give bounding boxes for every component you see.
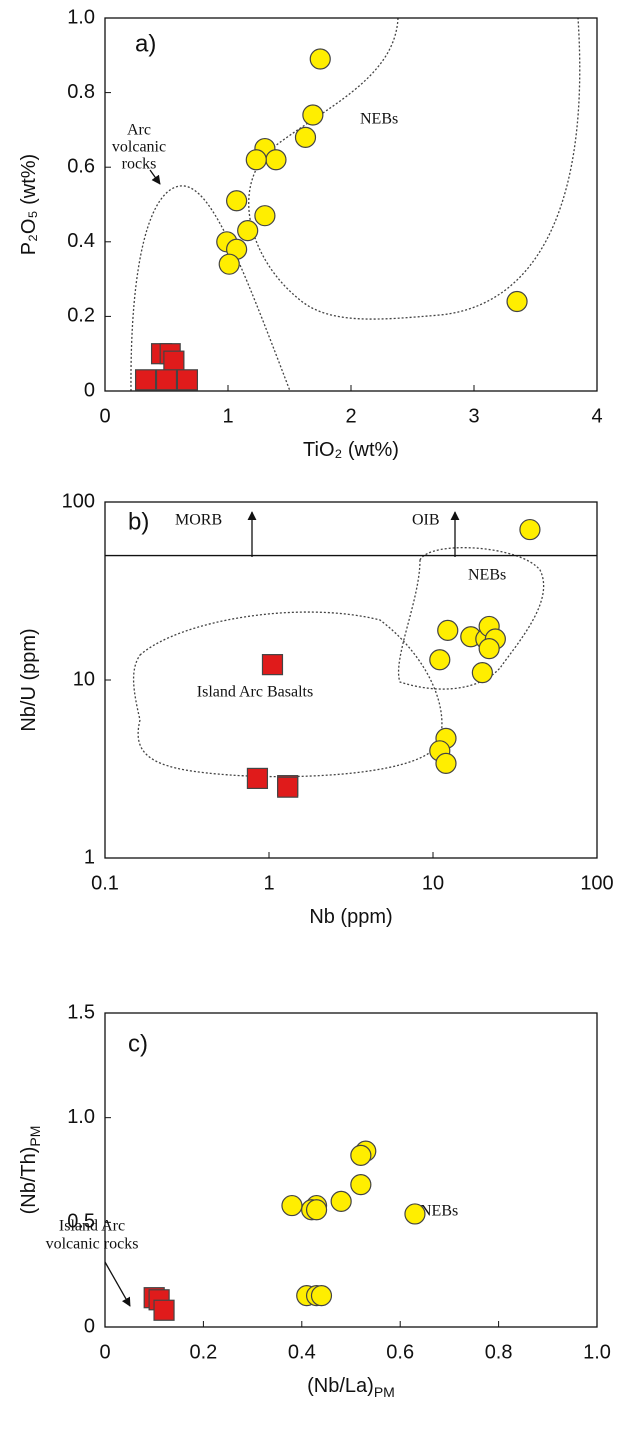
plot-frame — [104, 1012, 598, 1328]
circle-point — [310, 1284, 333, 1307]
circle-point — [435, 752, 457, 774]
annotation: volcanic rocks — [46, 1236, 139, 1253]
x-axis-label-text: (Nb/La) — [307, 1375, 374, 1397]
x-tick-label: 1.0 — [583, 1341, 611, 1363]
circle-point — [309, 48, 331, 70]
annotation: volcanic — [112, 139, 166, 156]
y-axis-label: (Nb/Th)PM — [18, 1126, 42, 1215]
x-tick-label: 2 — [345, 405, 356, 427]
x-tick-label: 0.4 — [288, 1341, 316, 1363]
circle-point — [404, 1203, 426, 1225]
circle-point — [302, 104, 324, 126]
circle-point — [330, 1190, 352, 1213]
arc-field — [130, 185, 291, 392]
circle-point — [471, 662, 493, 684]
x-tick-label: 0.2 — [189, 1341, 217, 1363]
y-tick-label: 0.2 — [67, 305, 95, 327]
y-tick-label: 1.0 — [67, 6, 95, 28]
y-axis-label-text: P₂O₅ (wt%) — [18, 154, 40, 255]
square-point — [176, 369, 199, 391]
arrow — [104, 1261, 131, 1307]
circle-point — [437, 619, 459, 641]
annotation: Island Arc Basalts — [197, 684, 313, 701]
x-tick-label: 0 — [99, 1341, 110, 1363]
square-point — [153, 1299, 175, 1321]
x-tick-label: 0 — [99, 405, 110, 427]
panel-label: c) — [128, 1030, 148, 1057]
y-tick-label: 10 — [73, 668, 95, 690]
square-point — [155, 369, 178, 391]
y-axis-label-sub: PM — [27, 1126, 43, 1147]
circle-point — [265, 149, 287, 171]
x-tick-label: 1 — [222, 405, 233, 427]
y-tick-label: 0 — [84, 379, 95, 401]
y-tick-label: 0.6 — [67, 155, 95, 177]
neb-field — [398, 547, 545, 690]
square-point — [277, 776, 299, 798]
circle-point — [519, 518, 541, 541]
y-tick-label: 0.5 — [67, 1211, 95, 1233]
y-tick-label: 100 — [62, 490, 95, 512]
circle-point — [254, 205, 276, 227]
y-tick-label: 0.8 — [67, 81, 95, 103]
circle-point — [218, 253, 240, 275]
annotation: NEBs — [468, 567, 506, 584]
neb-field — [248, 17, 581, 320]
y-tick-label: 1 — [84, 846, 95, 868]
y-tick-label: 1.0 — [67, 1106, 95, 1128]
circle-point — [281, 1194, 303, 1217]
circle-point — [350, 1144, 372, 1166]
y-axis-label: P₂O₅ (wt%) — [18, 154, 40, 255]
circle-point — [245, 149, 267, 171]
panel-label: b) — [128, 508, 149, 535]
y-tick-label: 0 — [84, 1315, 95, 1337]
x-axis-label: Nb (ppm) — [309, 906, 392, 928]
square-point — [163, 350, 185, 372]
x-tick-label: 10 — [422, 872, 444, 894]
x-tick-label: 0.6 — [386, 1341, 414, 1363]
plot-frame — [104, 17, 598, 392]
square-point — [134, 369, 157, 391]
x-axis-label-text: Nb (ppm) — [309, 906, 392, 928]
arrow — [149, 169, 161, 185]
panel-label: a) — [135, 30, 156, 57]
y-axis-label-text: Nb/U (ppm) — [18, 628, 40, 731]
annotation: NEBs — [360, 111, 398, 128]
x-axis-label: (Nb/La)PM — [307, 1375, 395, 1399]
x-tick-label: 0.8 — [485, 1341, 513, 1363]
square-point — [261, 654, 284, 676]
y-tick-label: 1.5 — [67, 1001, 95, 1023]
circle-point — [226, 190, 248, 212]
x-tick-label: 1 — [263, 872, 274, 894]
x-axis-label-sub: PM — [374, 1384, 395, 1400]
square-point — [246, 767, 269, 790]
y-axis-label-text: (Nb/Th) — [18, 1147, 40, 1215]
circle-point — [237, 220, 259, 242]
x-axis-label-text: TiO₂ (wt%) — [303, 439, 399, 461]
circle-point — [478, 638, 500, 660]
circle-point — [429, 649, 451, 671]
annotation: OIB — [412, 512, 440, 529]
y-tick-label: 0.4 — [67, 230, 95, 252]
circle-point — [305, 1199, 328, 1221]
annotation: rocks — [122, 156, 157, 173]
x-tick-label: 100 — [580, 872, 613, 894]
circle-point — [350, 1174, 372, 1196]
y-axis-label: Nb/U (ppm) — [18, 628, 40, 731]
circle-point — [294, 126, 317, 148]
annotation: MORB — [175, 512, 222, 529]
x-tick-label: 0.1 — [91, 872, 119, 894]
x-tick-label: 3 — [468, 405, 479, 427]
circle-point — [506, 290, 528, 313]
annotation: Arc — [127, 122, 151, 139]
x-axis-label: TiO₂ (wt%) — [303, 439, 399, 461]
arc-field — [132, 611, 443, 778]
x-tick-label: 4 — [591, 405, 602, 427]
annotation: NEBs — [420, 1203, 458, 1220]
